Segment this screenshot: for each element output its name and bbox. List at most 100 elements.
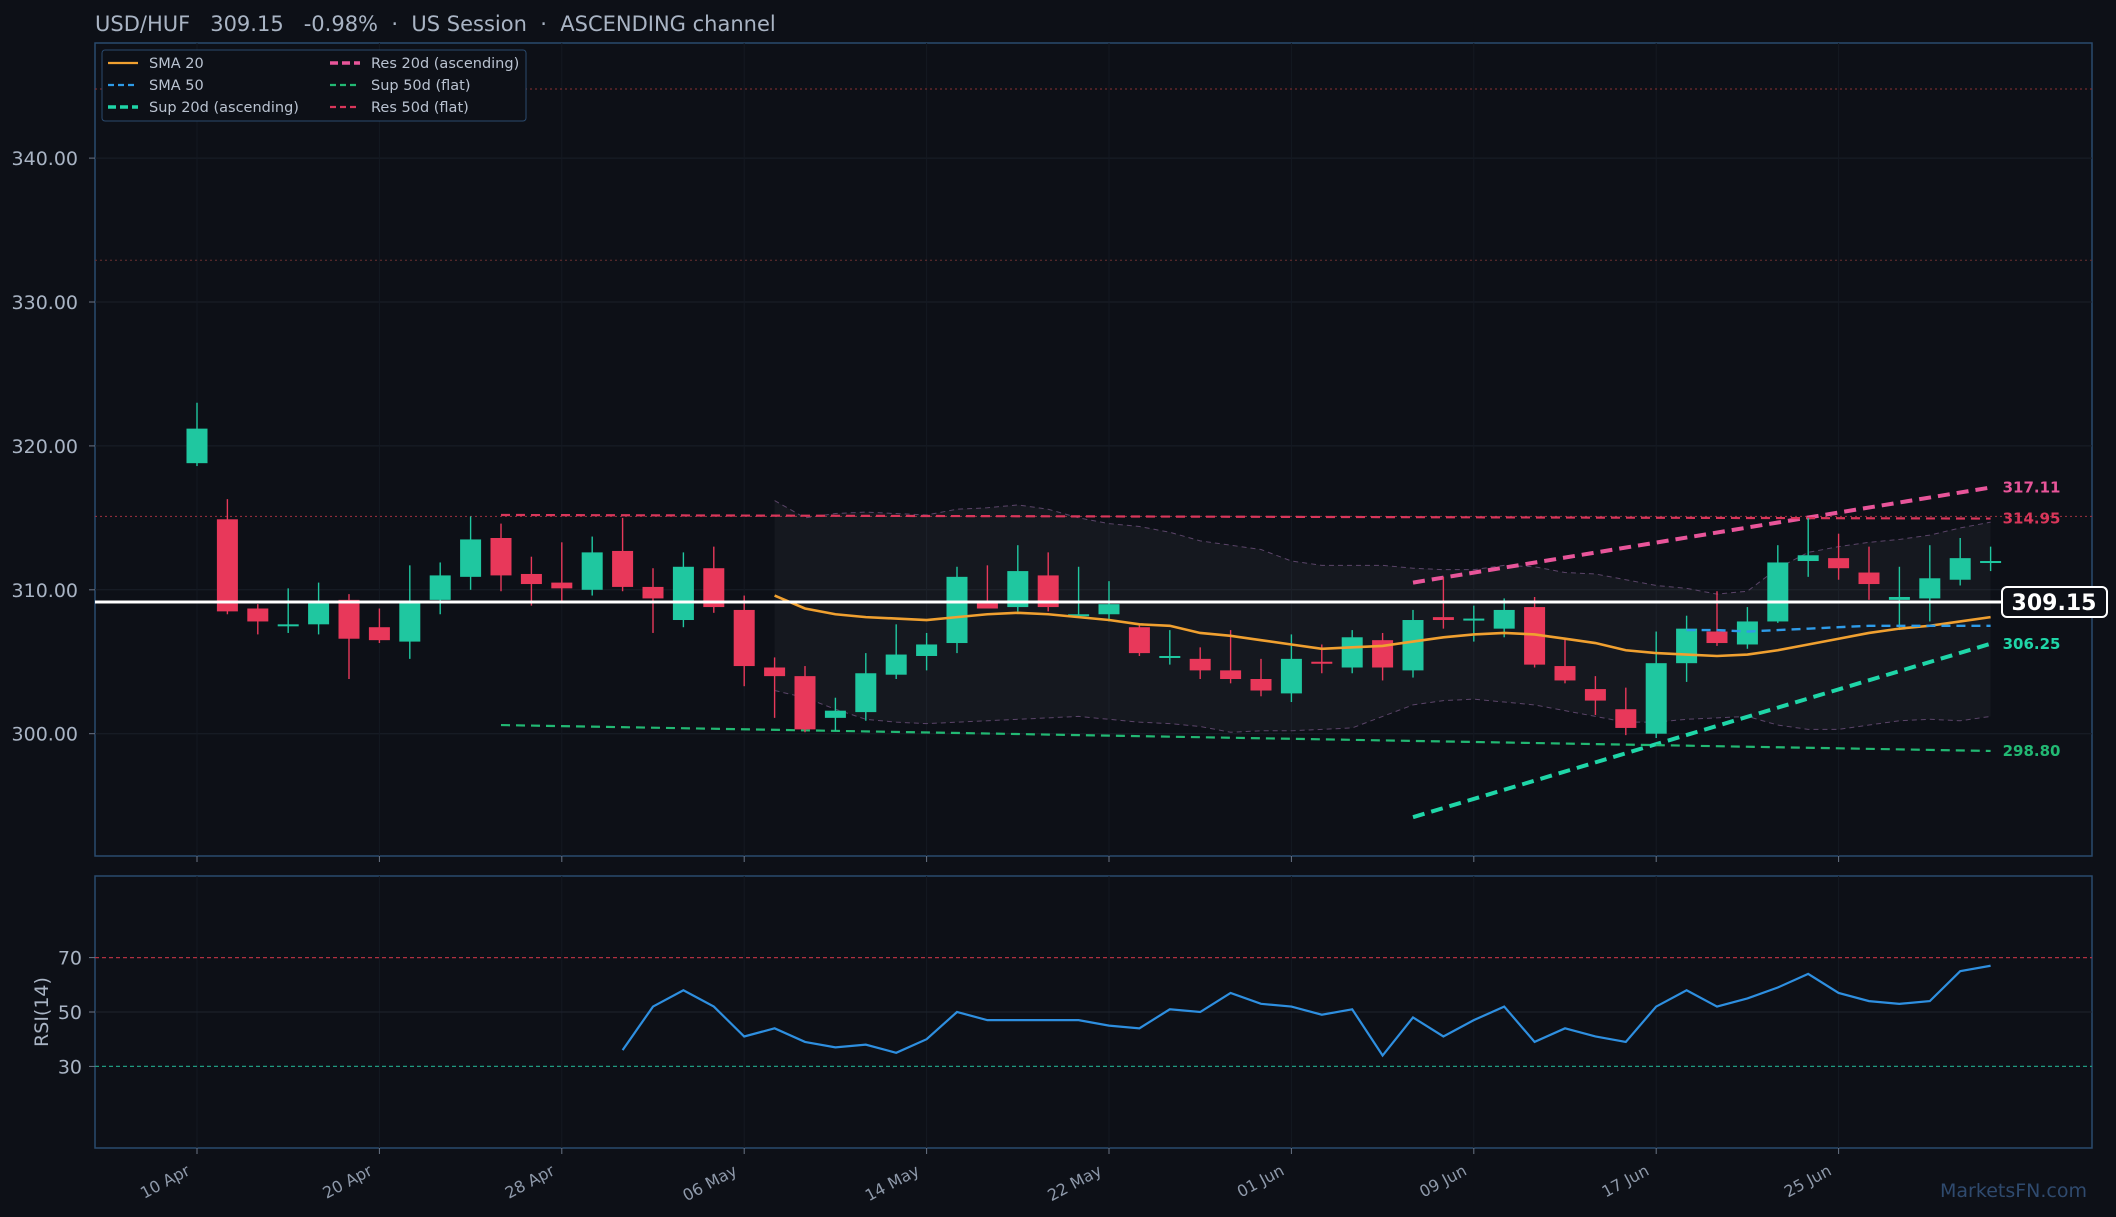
candle-body	[1341, 637, 1363, 668]
rsi-axis: 30 50 70	[58, 948, 95, 1078]
price-tick-label: 310.00	[12, 580, 78, 602]
candle-body	[1615, 709, 1637, 728]
price-tick-label: 330.00	[12, 292, 78, 314]
candle-body	[581, 552, 603, 590]
candle-body	[460, 539, 482, 577]
candles	[186, 402, 2002, 739]
candle-body	[216, 519, 238, 612]
legend: SMA 20 Res 20d (ascending) SMA 50 Sup 50d (…	[101, 49, 527, 122]
candle-body	[277, 624, 299, 627]
trend-line	[500, 513, 1991, 520]
candle-body	[703, 568, 725, 608]
candle-body	[186, 428, 208, 464]
trend-line	[500, 723, 1991, 753]
price-tick-label: 340.00	[12, 148, 78, 170]
legend-box	[101, 49, 527, 122]
candle-body	[824, 710, 846, 718]
candle-body	[338, 599, 360, 639]
candle-body	[1828, 558, 1850, 569]
bollinger-lower	[774, 690, 1991, 733]
price-tick-label: 320.00	[12, 436, 78, 458]
candle-body	[520, 573, 542, 585]
level-labels: 317.11 314.95 306.25 298.80	[2003, 478, 2061, 759]
candle-body	[1037, 575, 1059, 608]
level-label: 298.80	[2003, 742, 2061, 760]
candle-body	[672, 566, 694, 621]
rsi-tick-label: 30	[58, 1056, 82, 1078]
candle-body	[733, 609, 755, 667]
last-price-box	[2001, 586, 2108, 619]
candle-body	[1797, 555, 1819, 562]
candle-body	[1250, 679, 1272, 691]
price-tick-label: 300.00	[12, 724, 78, 746]
candle-body	[1858, 572, 1880, 585]
candle-body	[1706, 631, 1728, 644]
candle-body	[308, 601, 330, 625]
candle-body	[1007, 571, 1029, 608]
candle-body	[1220, 670, 1242, 680]
candle-body	[1098, 604, 1120, 615]
last-price-line: 309.15	[95, 586, 2108, 619]
candle-body	[764, 667, 786, 677]
candle-body	[490, 537, 512, 576]
candle-body	[1554, 666, 1576, 681]
chart-title: USD/HUF 309.15 -0.98% · US Session · ASC…	[95, 12, 776, 36]
candle-body	[1888, 596, 1910, 600]
candle-body	[1584, 689, 1606, 701]
legend-label: Sup 20d (ascending)	[149, 100, 299, 116]
candle-body	[946, 576, 968, 644]
trend-line	[1412, 485, 1991, 585]
legend-label: Sup 50d (flat)	[371, 78, 471, 94]
candle-body	[1949, 558, 1971, 580]
candle-body	[1493, 609, 1515, 629]
rsi-series-line	[621, 964, 1991, 1058]
candle-body	[612, 550, 634, 587]
legend-label: SMA 20	[149, 56, 204, 72]
candle-body	[1676, 628, 1698, 664]
candle-body	[1645, 663, 1667, 734]
sma20-line	[774, 594, 1991, 658]
candle-body	[399, 601, 421, 642]
candle-body	[1128, 627, 1150, 654]
level-label: 306.25	[2003, 635, 2061, 653]
level-label: 314.95	[2003, 510, 2061, 528]
candle-body	[368, 627, 390, 641]
candle-body	[551, 582, 573, 589]
candle-body	[855, 673, 877, 713]
last-price-label: 309.15	[2012, 591, 2097, 616]
rsi-line	[621, 964, 1991, 1058]
sma50-line	[1686, 624, 1991, 633]
watermark: MarketsFN.com	[1940, 1180, 2087, 1202]
candle-body	[1311, 661, 1333, 664]
candle-body	[429, 575, 451, 600]
rsi-grid	[95, 876, 2092, 1148]
legend-label: SMA 50	[149, 78, 204, 94]
candle-body	[885, 654, 907, 675]
candle-body	[1980, 561, 2002, 564]
legend-label: Res 50d (flat)	[371, 100, 469, 116]
rsi-tick-label: 70	[58, 948, 82, 970]
candle-body	[1524, 607, 1546, 665]
candle-body	[916, 644, 938, 656]
candle-body	[1068, 614, 1090, 617]
candle-body	[1736, 621, 1758, 645]
candle-body	[1767, 562, 1789, 622]
candle-body	[794, 676, 816, 730]
candle-body	[1463, 618, 1485, 621]
candle-body	[1402, 620, 1424, 671]
rsi-tick-label: 50	[58, 1002, 82, 1024]
candle-body	[1159, 655, 1181, 658]
candle-body	[976, 602, 998, 609]
candle-body	[247, 608, 269, 622]
trend-lines	[500, 485, 1992, 820]
level-label: 317.11	[2003, 478, 2061, 496]
candle-body	[1919, 578, 1941, 599]
candle-body	[1432, 617, 1454, 621]
legend-label: Res 20d (ascending)	[371, 56, 519, 72]
candle-body	[1189, 658, 1211, 671]
price-axis: 300.00 310.00 320.00 330.00 340.00	[12, 148, 95, 746]
rsi-axis-label: RSI(14)	[31, 977, 53, 1047]
price-panel	[94, 42, 2093, 857]
candle-body	[642, 586, 664, 599]
